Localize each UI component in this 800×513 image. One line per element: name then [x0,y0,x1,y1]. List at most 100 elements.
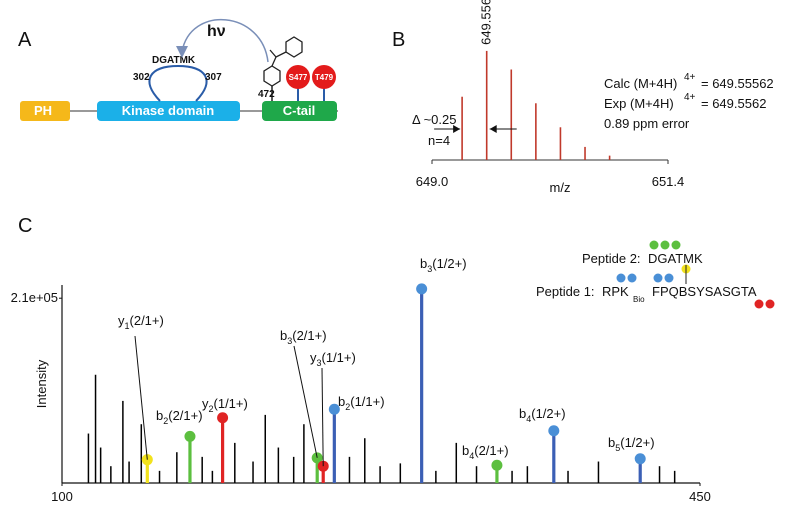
panel-letter: A [18,29,32,51]
ion: b [519,406,526,421]
exp: Exp (M+4H) [604,96,674,111]
ion-charge: (1/2+) [432,256,466,271]
kinase-label: Kinase domain [122,103,215,118]
ion-index: 3 [287,336,292,346]
ion-index: 4 [469,451,474,461]
loop-start: 302 [133,72,150,83]
ion-label: b4(1/2+) [519,406,566,424]
ion: y [202,396,209,411]
ion-charge: (1/1+) [350,394,384,409]
phospho-site [312,65,336,89]
panel-letter: B [392,29,405,51]
calc: Calc (M+4H) [604,76,677,91]
ion: y [310,350,317,365]
kinase-domain [97,101,240,121]
ion-label: b4(2/1+) [462,443,509,461]
modification: Bio [633,295,645,304]
peptide-seq: RPK [602,284,629,299]
n-label: n=4 [428,133,450,148]
arrow-head [453,125,461,133]
ion: b [156,408,163,423]
light-label: hν [207,23,226,40]
ion-index: 2 [345,402,350,412]
ring [285,36,303,58]
x-tick-label: 450 [689,489,711,504]
ion-index: 3 [427,264,432,274]
peptide-label: Peptide 2: [582,251,641,266]
arrow-head [489,125,497,133]
peak-marker [548,425,560,437]
ion: b [420,256,427,271]
peak-label: 649.5562 + [479,0,494,45]
loop-end: 307 [205,72,222,83]
ion-index: 4 [526,414,531,424]
ring [263,65,281,87]
arrow-head [176,46,188,58]
site-label: T479 [315,73,334,82]
ion-label: b2(1/1+) [338,394,385,412]
loop-seq: DGATMK [152,55,196,66]
peptide-annotation: Peptide 2: DGATMK Peptide 1: RPK Bio FPQ… [536,240,775,309]
ion-charge: (1/2+) [531,406,565,421]
peak-marker [491,459,503,471]
peptide-seq: DGATMK [648,251,703,266]
x-tick-label: 651.4 [652,174,685,189]
ion-charge: (1/2+) [620,435,654,450]
ion-label: y1(2/1+) [118,313,164,331]
ion-charge: (2/1+) [168,408,202,423]
ion: b [608,435,615,450]
calc-value: = 649.55562 [701,76,774,91]
leader [321,367,324,467]
peak-marker [184,430,196,442]
delta: Δ ~0.25 [412,112,456,127]
ion-label: b3(1/2+) [420,256,467,274]
ion-label: b3(2/1+) [280,328,327,346]
charge: 4+ [684,92,696,103]
ph-label: PH [34,103,52,118]
carbonyl [269,49,277,58]
y-axis-label: Intensity [34,359,49,408]
ion-charge: (2/1+) [130,313,164,328]
ion-charge: (1/1+) [322,350,356,365]
ctail-domain [262,101,337,121]
leader [134,335,148,460]
ion-label: b2(2/1+) [156,408,203,426]
peak-marker [634,453,646,465]
x-tick-label: 649.0 [416,174,449,189]
panel-letter: C [18,215,32,237]
charge: 4+ [684,72,696,83]
dot [765,299,775,309]
ion-index: 1 [125,321,130,331]
x-axis-label: m/z [550,180,571,195]
panel-a: A PH Kinase domain C-tail DGATMK 302 307… [18,19,338,121]
ph-domain [20,101,70,121]
exp-value: = 649.5562 [701,96,766,111]
site-label: S477 [289,73,308,82]
dot [627,273,637,283]
ion-charge: (1/1+) [214,396,248,411]
peptide-seq: FPQBSYSASGTA [652,284,757,299]
x-tick-label: 100 [51,489,73,504]
ion: b [462,443,469,458]
ion: y [118,313,125,328]
bond [275,51,287,58]
dot [653,273,663,283]
leader [293,345,318,458]
dot [671,240,681,250]
ion-index: 3 [317,358,322,368]
bond [271,56,277,67]
ion-index: 2 [163,416,168,426]
dot [660,240,670,250]
peptide-label: Peptide 1: [536,284,595,299]
ion-charge: (2/1+) [292,328,326,343]
ion-label: y3(1/1+) [310,350,356,368]
loop [148,64,208,102]
dot [616,273,626,283]
peak-marker [328,403,340,415]
ion-label: b5(1/2+) [608,435,655,453]
ion-index: 5 [615,443,620,453]
ion-index: 2 [209,404,214,414]
peak-marker [416,283,428,295]
ion: b [338,394,345,409]
